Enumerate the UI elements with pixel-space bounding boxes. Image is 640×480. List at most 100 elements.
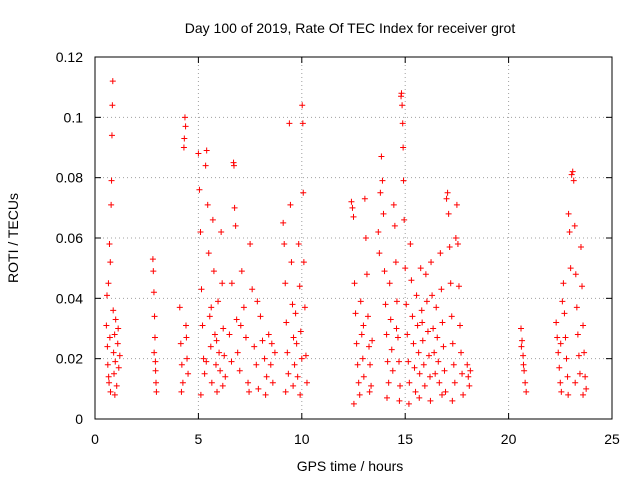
data-point xyxy=(350,400,357,407)
data-point xyxy=(103,322,110,329)
data-points xyxy=(103,78,590,407)
data-point xyxy=(116,352,123,359)
data-point xyxy=(361,195,368,202)
data-point xyxy=(245,379,252,386)
data-point xyxy=(108,177,115,184)
data-point xyxy=(226,331,233,338)
data-point xyxy=(561,310,568,317)
data-point xyxy=(181,135,188,142)
data-point xyxy=(400,144,407,151)
data-point xyxy=(573,304,580,311)
data-point xyxy=(182,322,189,329)
data-point xyxy=(557,340,564,347)
data-point xyxy=(200,355,207,362)
data-point xyxy=(228,280,235,287)
data-point xyxy=(433,304,440,311)
data-point xyxy=(398,90,405,97)
data-point xyxy=(218,228,225,235)
data-point xyxy=(518,343,525,350)
data-point xyxy=(418,307,425,314)
data-point xyxy=(263,373,270,380)
data-point xyxy=(203,147,210,154)
data-point xyxy=(220,325,227,332)
data-point xyxy=(384,394,391,401)
data-point xyxy=(228,358,235,365)
data-point xyxy=(554,334,561,341)
data-point xyxy=(271,349,278,356)
data-point xyxy=(237,322,244,329)
data-point xyxy=(405,400,412,407)
data-point xyxy=(449,397,456,404)
data-point xyxy=(294,373,301,380)
data-point xyxy=(380,210,387,217)
data-point xyxy=(303,379,310,386)
data-point xyxy=(408,277,415,284)
data-point xyxy=(150,289,157,296)
data-point xyxy=(518,325,525,332)
data-point xyxy=(184,355,191,362)
data-point xyxy=(442,388,449,395)
data-point xyxy=(459,370,466,377)
x-tick-label: 5 xyxy=(195,431,203,447)
data-point xyxy=(569,168,576,175)
data-point xyxy=(443,195,450,202)
data-point xyxy=(348,198,355,205)
data-point xyxy=(455,283,462,290)
data-point xyxy=(432,370,439,377)
data-point xyxy=(399,120,406,127)
data-point xyxy=(219,280,226,287)
data-point xyxy=(255,385,262,392)
data-point xyxy=(257,313,264,320)
data-point xyxy=(363,271,370,278)
data-point xyxy=(208,379,215,386)
y-tick-label: 0.08 xyxy=(56,170,83,186)
data-point xyxy=(176,304,183,311)
y-tick-label: 0.1 xyxy=(64,109,84,125)
data-point xyxy=(557,379,564,386)
data-point xyxy=(212,361,219,368)
data-point xyxy=(420,361,427,368)
data-point xyxy=(381,268,388,275)
data-point xyxy=(114,340,121,347)
data-point xyxy=(217,367,224,374)
data-point xyxy=(522,379,529,386)
data-point xyxy=(262,391,269,398)
x-tick-label: 15 xyxy=(397,431,413,447)
data-point xyxy=(182,123,189,130)
data-point xyxy=(414,322,421,329)
data-point xyxy=(421,382,428,389)
data-point xyxy=(296,283,303,290)
y-tick-label: 0.02 xyxy=(56,351,83,367)
data-point xyxy=(290,382,297,389)
y-tick-label: 0 xyxy=(75,411,83,427)
data-point xyxy=(572,271,579,278)
data-point xyxy=(446,244,453,251)
data-point xyxy=(111,391,118,398)
data-point xyxy=(153,388,160,395)
data-point xyxy=(360,322,367,329)
y-tick-label: 0.04 xyxy=(56,290,83,306)
data-point xyxy=(360,373,367,380)
data-point xyxy=(115,325,122,332)
data-point xyxy=(209,216,216,223)
y-axis-label: ROTI / TECUs xyxy=(5,193,21,283)
data-point xyxy=(251,343,258,350)
data-point xyxy=(424,328,431,335)
x-axis-label: GPS time / hours xyxy=(297,458,404,474)
data-point xyxy=(416,394,423,401)
data-point xyxy=(207,343,214,350)
data-point xyxy=(153,379,160,386)
data-point xyxy=(560,280,567,287)
data-point xyxy=(448,313,455,320)
data-point xyxy=(382,301,389,308)
data-point xyxy=(197,228,204,235)
data-point xyxy=(265,331,272,338)
data-point xyxy=(210,268,217,275)
data-point xyxy=(151,349,158,356)
data-point xyxy=(434,334,441,341)
data-point xyxy=(571,222,578,229)
data-point xyxy=(439,319,446,326)
data-point xyxy=(108,201,115,208)
data-point xyxy=(400,177,407,184)
data-point xyxy=(430,325,437,332)
